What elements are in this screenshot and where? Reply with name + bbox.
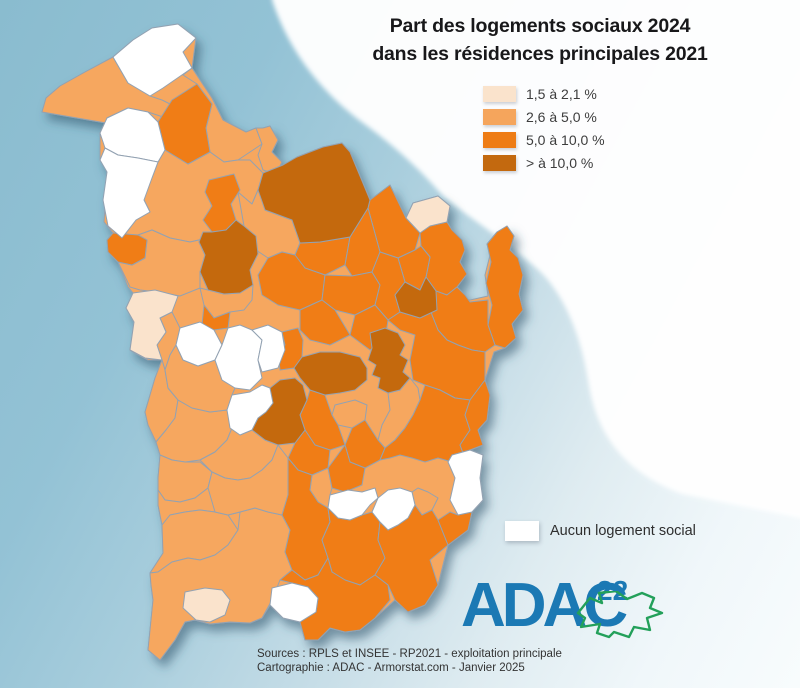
legend: 1,5 à 2,1 % 2,6 à 5,0 % 5,0 à 10,0 % > à…	[483, 86, 605, 178]
commune-polygon	[157, 83, 213, 165]
legend-label: 2,6 à 5,0 %	[526, 109, 597, 125]
commune-polygon	[394, 276, 438, 319]
legend-row: 5,0 à 10,0 %	[483, 132, 605, 148]
commune-polygon	[255, 125, 283, 175]
commune-polygon	[214, 324, 263, 391]
commune-polygon	[299, 299, 351, 346]
map-title-line1: Part des logements sociaux 2024	[389, 15, 691, 37]
legend-row: 1,5 à 2,1 %	[483, 86, 605, 102]
commune-polygon	[99, 147, 159, 239]
commune-polygon	[198, 219, 259, 295]
legend-no-social-label: Aucun logement social	[550, 523, 696, 539]
commune-polygon	[257, 251, 326, 311]
commune-polygon	[251, 324, 286, 373]
commune-polygon	[112, 23, 197, 97]
commune-polygon	[405, 195, 451, 234]
legend-no-social: Aucun logement social	[505, 521, 696, 541]
commune-polygon	[106, 232, 148, 266]
white-halo-ellipse	[272, 0, 800, 518]
commune-polygon	[367, 327, 411, 394]
commune-polygon	[182, 587, 231, 623]
legend-row: > à 10,0 %	[483, 155, 605, 171]
legend-swatch-white	[505, 521, 539, 541]
commune-polygon	[447, 449, 484, 516]
commune-polygon	[125, 289, 179, 361]
commune-polygon	[269, 582, 319, 623]
sources-line1: Sources : RPLS et INSEE - RP2021 - explo…	[257, 648, 562, 660]
legend-label: 5,0 à 10,0 %	[526, 132, 605, 148]
map-title: Part des logements sociaux 2024 dans les…	[330, 12, 750, 68]
map-title-line2: dans les résidences principales 2021	[372, 43, 708, 65]
commune-polygon	[293, 351, 368, 396]
sources-credit: Sources : RPLS et INSEE - RP2021 - explo…	[257, 647, 562, 675]
commune-polygon	[226, 384, 274, 436]
commune-polygon	[331, 399, 368, 429]
adac-logo: ADAC 22	[461, 569, 691, 659]
commune-polygon	[327, 444, 366, 493]
legend-swatch	[483, 109, 516, 125]
commune-polygon	[447, 379, 491, 463]
legend-swatch	[483, 132, 516, 148]
sources-line2: Cartographie : ADAC - Armorstat.com - Ja…	[257, 662, 525, 674]
legend-label: 1,5 à 2,1 %	[526, 86, 597, 102]
commune-polygon	[257, 142, 371, 244]
commune-polygon	[485, 225, 524, 349]
legend-label: > à 10,0 %	[526, 155, 594, 171]
legend-swatch	[483, 155, 516, 171]
commune-polygon	[371, 487, 416, 531]
legend-row: 2,6 à 5,0 %	[483, 109, 605, 125]
legend-swatch	[483, 86, 516, 102]
commune-polygon	[327, 487, 379, 521]
communes-layer	[41, 23, 524, 661]
adac-logo-outline-icon	[576, 591, 664, 639]
